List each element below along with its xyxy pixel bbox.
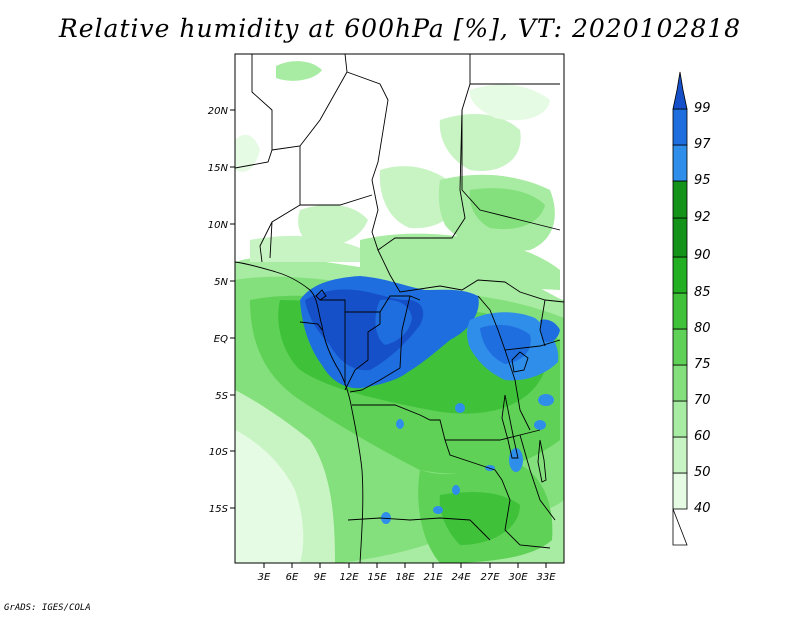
latitude-axis: 20N 15N 10N 5N EQ 5S 10S 15S bbox=[208, 106, 235, 515]
colorbar-bottom-arrow bbox=[672, 508, 688, 546]
lon-tick-label: 15E bbox=[367, 572, 387, 583]
lat-tick-label: 5S bbox=[215, 391, 228, 402]
lon-tick-label: 27E bbox=[480, 572, 500, 583]
lat-tick-label: 20N bbox=[208, 106, 229, 117]
longitude-axis: 3E 6E 9E 12E 15E 18E 21E 24E 27E 30E 33E bbox=[258, 563, 556, 583]
colorbar-swatch bbox=[672, 328, 688, 366]
lon-tick-label: 33E bbox=[536, 572, 556, 583]
lon-tick-label: 21E bbox=[423, 572, 443, 583]
colorbar-label: 90 bbox=[694, 248, 711, 263]
colorbar-label: 40 bbox=[694, 501, 711, 516]
colorbar-label: 92 bbox=[694, 210, 711, 225]
colorbar-label: 60 bbox=[694, 429, 711, 444]
lat-tick-label: 10N bbox=[208, 220, 229, 231]
colorbar-label: 50 bbox=[694, 465, 711, 480]
lat-tick-label: 15S bbox=[209, 504, 229, 515]
lat-tick-label: 10S bbox=[209, 447, 229, 458]
colorbar-swatch bbox=[672, 472, 688, 510]
colorbar-swatch bbox=[672, 144, 688, 182]
lon-tick-label: 12E bbox=[339, 572, 359, 583]
colorbar-swatch bbox=[672, 400, 688, 438]
colorbar-label: 95 bbox=[694, 173, 711, 188]
colorbar-label: 85 bbox=[694, 285, 711, 300]
colorbar-swatch bbox=[672, 217, 688, 258]
colorbar-label: 80 bbox=[694, 321, 711, 336]
colorbar-label: 75 bbox=[694, 357, 711, 372]
colorbar-label: 99 bbox=[694, 101, 711, 116]
colorbar-label: 70 bbox=[694, 393, 711, 408]
lon-tick-label: 24E bbox=[451, 572, 471, 583]
lon-tick-label: 6E bbox=[286, 572, 299, 583]
lat-tick-label: 15N bbox=[208, 163, 229, 174]
lon-tick-label: 3E bbox=[258, 572, 271, 583]
colorbar-swatch bbox=[672, 292, 688, 330]
country-borders bbox=[235, 54, 564, 563]
colorbar-swatch bbox=[672, 256, 688, 294]
colorbar-swatch bbox=[672, 180, 688, 219]
lon-tick-label: 9E bbox=[314, 572, 327, 583]
colorbar bbox=[672, 71, 688, 546]
grads-credit: GrADS: IGES/COLA bbox=[4, 603, 91, 613]
colorbar-swatch bbox=[672, 364, 688, 402]
lon-tick-label: 18E bbox=[395, 572, 415, 583]
colorbar-swatch bbox=[672, 108, 688, 146]
lon-tick-label: 30E bbox=[508, 572, 528, 583]
map-frame bbox=[234, 53, 565, 564]
map-title: Relative humidity at 600hPa [%], VT: 202… bbox=[58, 14, 742, 43]
lat-tick-label: EQ bbox=[214, 334, 228, 345]
colorbar-top-arrow bbox=[672, 71, 688, 110]
colorbar-swatch bbox=[672, 436, 688, 474]
lat-tick-label: 5N bbox=[214, 277, 228, 288]
colorbar-label: 97 bbox=[694, 137, 711, 152]
humidity-field bbox=[235, 54, 564, 563]
